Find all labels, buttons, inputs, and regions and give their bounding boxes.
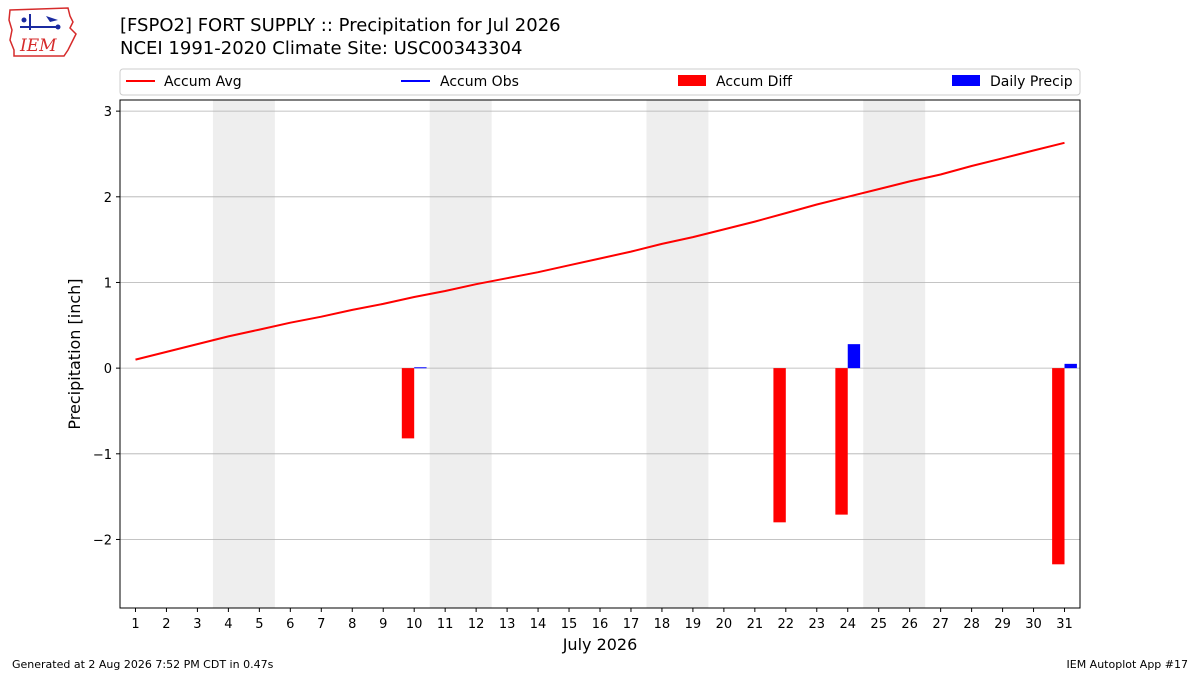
x-tick-label: 19 xyxy=(685,617,702,632)
x-axis: 1 2 3 4 5 6 7 8 9 10 11 12 13 14 15 16 17 18 19 20 21 22 23 24 2… xyxy=(131,608,1073,632)
x-tick-label: 8 xyxy=(348,617,356,632)
weekend-bands xyxy=(212,100,926,608)
x-tick-label: 12 xyxy=(468,617,485,632)
accum-avg-line xyxy=(135,141,1065,361)
legend-label-accum-avg: Accum Avg xyxy=(164,74,242,90)
logo: IEM xyxy=(8,7,77,57)
x-tick-label: 2 xyxy=(162,617,170,632)
accum-diff-bar xyxy=(401,368,415,439)
weekend-band xyxy=(863,100,926,608)
y-tick-label: −1 xyxy=(93,448,112,463)
x-tick-label: 4 xyxy=(224,617,232,632)
daily-precip-bar xyxy=(414,367,427,369)
x-tick-label: 7 xyxy=(317,617,325,632)
x-tick-label: 15 xyxy=(561,617,578,632)
accum-diff-bar xyxy=(773,368,786,523)
x-tick-label: 29 xyxy=(994,617,1011,632)
y-axis: −2 −1 0 1 2 3 xyxy=(93,105,120,548)
line-series xyxy=(135,141,1065,361)
x-tick-label: 30 xyxy=(1025,617,1042,632)
x-tick-label: 22 xyxy=(778,617,795,632)
weekend-band xyxy=(429,100,492,608)
x-tick-label: 26 xyxy=(901,617,918,632)
bar-series xyxy=(401,344,1077,565)
x-tick-label: 6 xyxy=(286,617,294,632)
legend-swatch-accum-diff xyxy=(678,75,706,86)
x-tick-label: 1 xyxy=(131,617,139,632)
x-tick-label: 21 xyxy=(747,617,764,632)
x-tick-label: 28 xyxy=(963,617,980,632)
legend-label-accum-obs: Accum Obs xyxy=(440,74,519,90)
x-tick-label: 31 xyxy=(1056,617,1073,632)
y-tick-label: 0 xyxy=(104,362,112,377)
x-tick-label: 27 xyxy=(932,617,949,632)
logo-text: IEM xyxy=(19,36,57,56)
iowa-state-weather-logo-icon xyxy=(8,7,77,57)
x-tick-label: 14 xyxy=(530,617,547,632)
x-tick-label: 24 xyxy=(839,617,856,632)
x-tick-label: 25 xyxy=(870,617,887,632)
x-tick-label: 23 xyxy=(809,617,826,632)
daily-precip-bar xyxy=(1064,363,1077,369)
daily-precip-bar xyxy=(847,344,861,369)
x-tick-label: 10 xyxy=(406,617,423,632)
weekend-band xyxy=(646,100,709,608)
y-tick-label: 3 xyxy=(104,105,112,120)
x-tick-label: 20 xyxy=(716,617,733,632)
x-tick-label: 13 xyxy=(499,617,516,632)
chart-title: [FSPO2] FORT SUPPLY :: Precipitation for… xyxy=(120,15,561,36)
y-axis-label: Precipitation [inch] xyxy=(65,278,84,429)
x-tick-label: 5 xyxy=(255,617,263,632)
x-tick-label: 18 xyxy=(654,617,671,632)
x-tick-label: 16 xyxy=(592,617,609,632)
legend-label-daily-precip: Daily Precip xyxy=(990,74,1073,90)
x-axis-label: July 2026 xyxy=(562,635,638,654)
footer-app-text: IEM Autoplot App #17 xyxy=(1067,658,1189,671)
y-tick-label: 1 xyxy=(104,276,112,291)
legend: Accum Avg Accum Obs Accum Diff Daily Pre… xyxy=(119,68,1081,96)
y-tick-label: 2 xyxy=(104,191,112,206)
legend-frame xyxy=(119,68,1081,96)
x-tick-label: 11 xyxy=(437,617,454,632)
x-tick-label: 9 xyxy=(379,617,387,632)
legend-swatch-daily-precip xyxy=(952,75,980,86)
x-tick-label: 17 xyxy=(623,617,640,632)
accum-diff-bar xyxy=(835,368,848,515)
legend-label-accum-diff: Accum Diff xyxy=(716,74,792,90)
chart-subtitle: NCEI 1991-2020 Climate Site: USC00343304 xyxy=(120,38,522,59)
x-tick-label: 3 xyxy=(193,617,201,632)
y-gridlines xyxy=(120,110,1080,540)
footer-generated-text: Generated at 2 Aug 2026 7:52 PM CDT in 0… xyxy=(12,658,274,671)
accum-diff-bar xyxy=(1052,368,1065,565)
y-tick-label: −2 xyxy=(93,533,112,548)
weekend-band xyxy=(212,100,275,608)
